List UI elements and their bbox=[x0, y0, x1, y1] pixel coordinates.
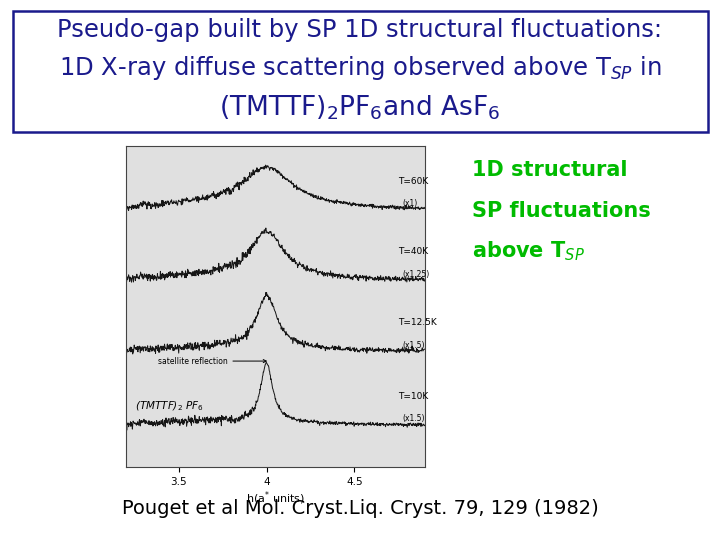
Text: (x1.5): (x1.5) bbox=[402, 414, 425, 423]
Text: (TMTTF)$_2$ PF$_6$: (TMTTF)$_2$ PF$_6$ bbox=[135, 400, 204, 413]
Text: T=10K: T=10K bbox=[398, 392, 428, 401]
Text: Pseudo-gap built by SP 1D structural fluctuations:: Pseudo-gap built by SP 1D structural flu… bbox=[58, 18, 662, 42]
Text: above T$_{SP}$: above T$_{SP}$ bbox=[472, 239, 585, 263]
Text: T=60K: T=60K bbox=[398, 177, 428, 186]
Text: T=12.5K: T=12.5K bbox=[398, 318, 437, 327]
Text: SP fluctuations: SP fluctuations bbox=[472, 200, 650, 221]
Text: (x1.25): (x1.25) bbox=[402, 270, 429, 279]
X-axis label: h(a$^{*}$ units): h(a$^{*}$ units) bbox=[246, 490, 305, 507]
Text: (x1): (x1) bbox=[402, 199, 417, 208]
Text: 1D structural: 1D structural bbox=[472, 160, 627, 180]
Text: (x1.5): (x1.5) bbox=[402, 341, 425, 349]
Text: 1D X-ray diffuse scattering observed above T$_{SP}$ in: 1D X-ray diffuse scattering observed abo… bbox=[59, 53, 661, 82]
Text: satellite reflection: satellite reflection bbox=[158, 356, 266, 366]
Bar bbox=[13, 11, 708, 132]
Text: (TMTTF)$_{2}$PF$_{6}$and AsF$_{6}$: (TMTTF)$_{2}$PF$_{6}$and AsF$_{6}$ bbox=[220, 94, 500, 122]
Text: Pouget et al Mol. Cryst.Liq. Cryst. 79, 129 (1982): Pouget et al Mol. Cryst.Liq. Cryst. 79, … bbox=[122, 499, 598, 518]
Text: T=40K: T=40K bbox=[398, 247, 428, 256]
